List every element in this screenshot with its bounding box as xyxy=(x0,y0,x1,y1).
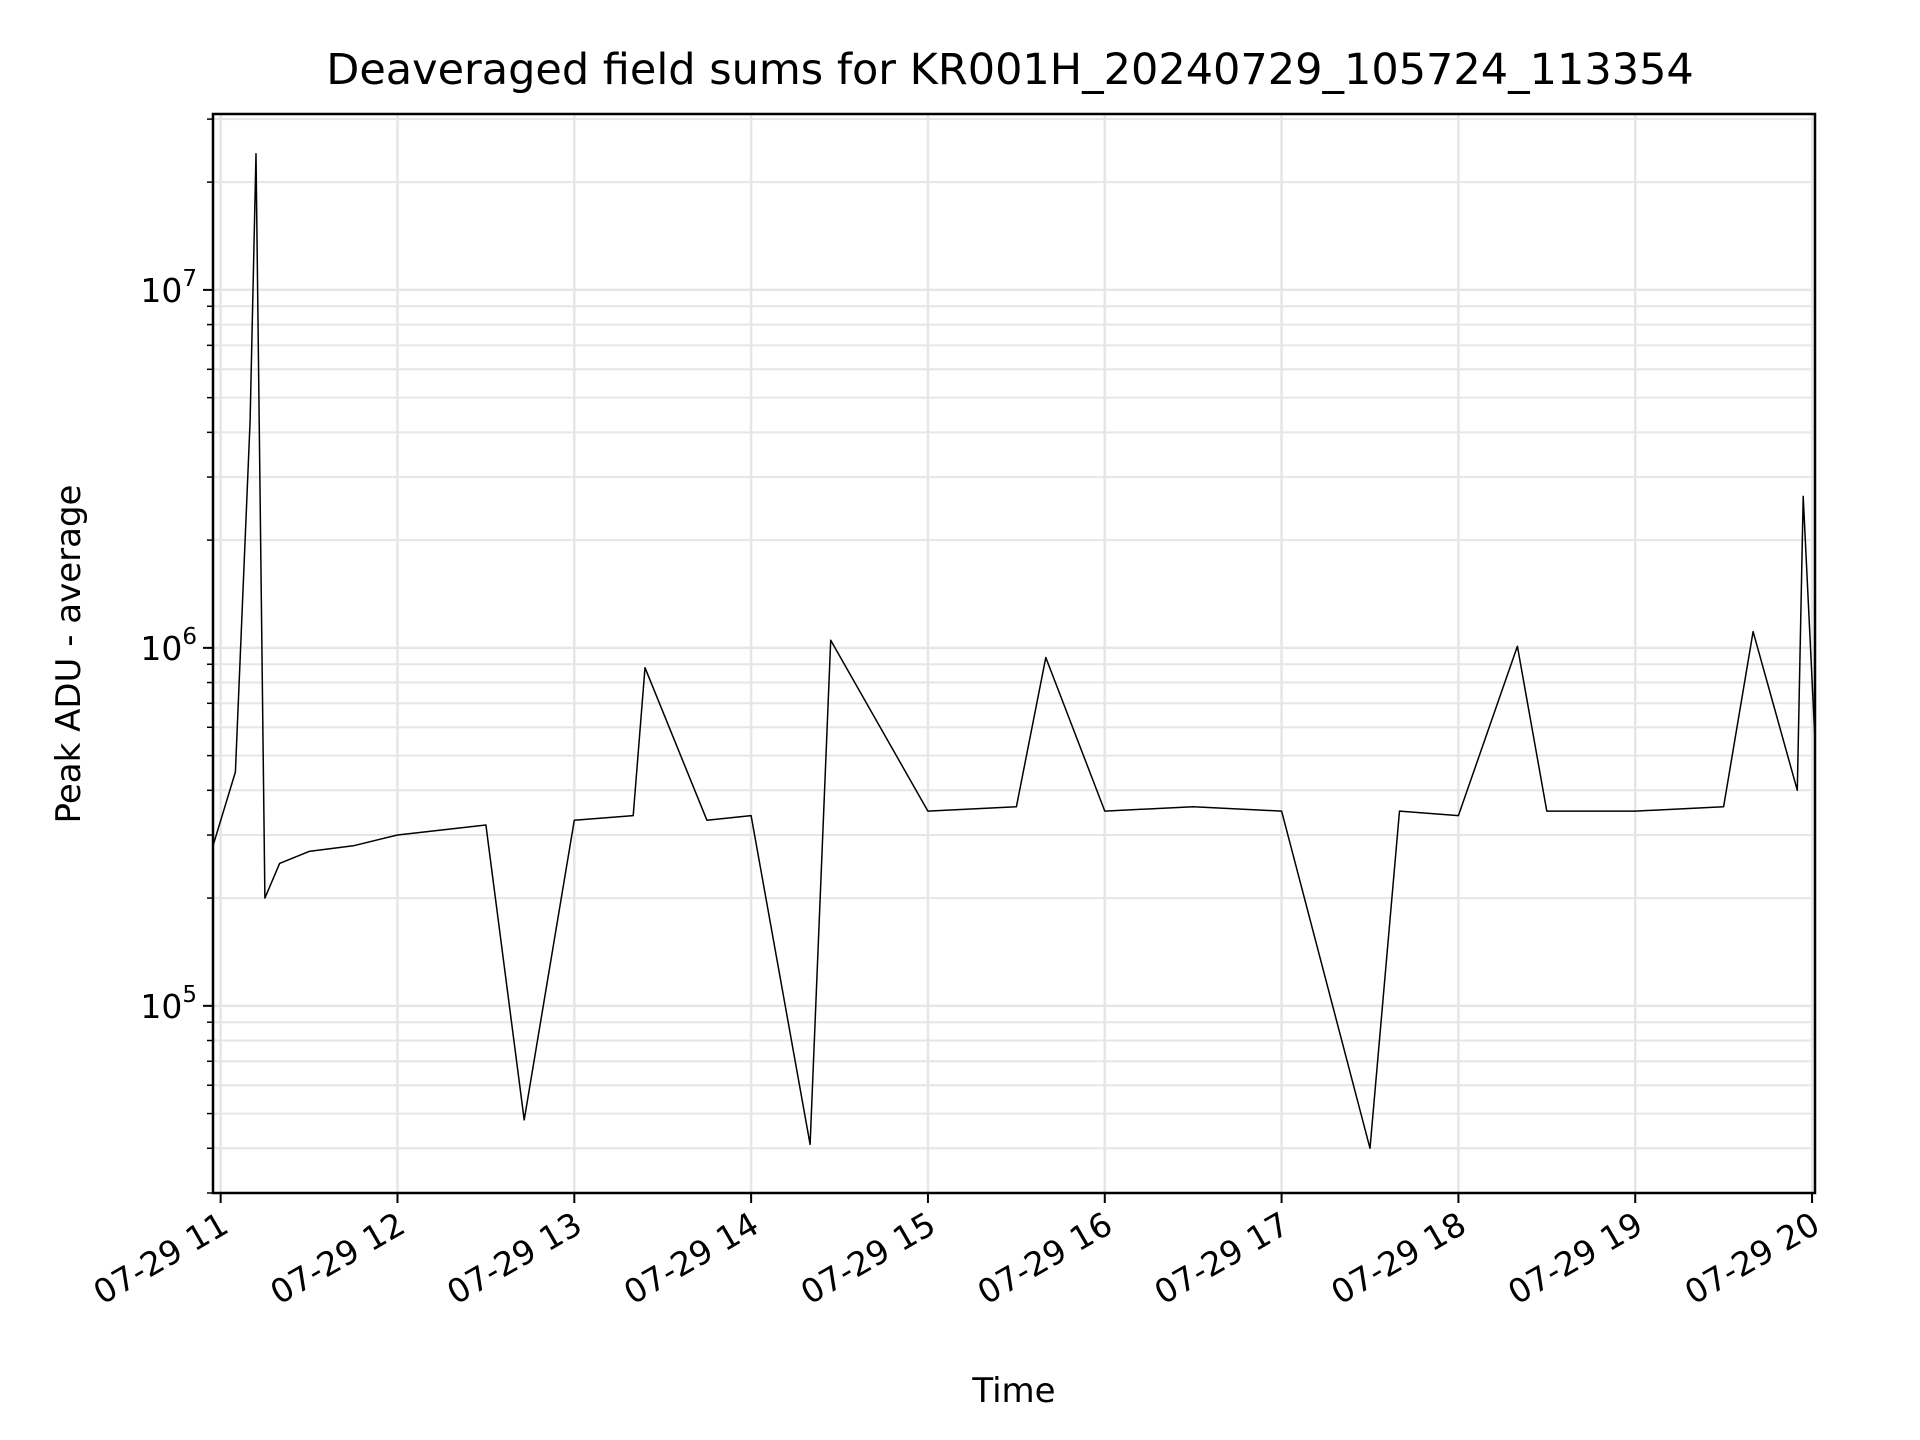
y-tick-label-exponent: 7 xyxy=(182,266,197,292)
y-tick-label: 105 xyxy=(140,982,197,1026)
y-axis-label: Peak ADU - average xyxy=(49,485,89,824)
y-tick-label-exponent: 6 xyxy=(182,624,197,650)
series-layer xyxy=(212,153,1816,1150)
y-tick-label: 106 xyxy=(140,624,197,668)
plot-frame xyxy=(211,112,1817,1195)
grid xyxy=(213,114,1815,1194)
y-tick-label-base: 10 xyxy=(140,629,182,668)
y-tick-label-base: 10 xyxy=(140,987,182,1026)
chart-title: Deaveraged field sums for KR001H_2024072… xyxy=(326,45,1694,95)
y-tick-label-base: 10 xyxy=(140,271,182,310)
x-axis-label: Time xyxy=(971,1371,1055,1411)
y-tick-label: 107 xyxy=(140,266,197,310)
series-line-0 xyxy=(212,153,1816,1150)
y-tick-label-exponent: 5 xyxy=(182,982,197,1008)
